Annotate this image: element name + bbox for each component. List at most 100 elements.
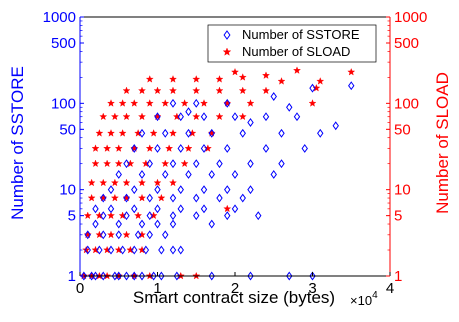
point-sload bbox=[99, 178, 108, 187]
point-sload bbox=[316, 77, 325, 85]
point-sload bbox=[122, 230, 131, 239]
point-sstore bbox=[200, 112, 208, 122]
point-sstore bbox=[193, 159, 200, 169]
point-sstore bbox=[146, 193, 153, 203]
point-sstore bbox=[100, 271, 107, 281]
point-sstore bbox=[224, 211, 231, 221]
point-sstore bbox=[262, 144, 270, 153]
point-sstore bbox=[301, 144, 308, 153]
point-sstore bbox=[123, 211, 130, 221]
point-sstore bbox=[123, 193, 130, 203]
point-sload bbox=[130, 144, 139, 152]
left-y-tick-label: 500 bbox=[51, 35, 76, 52]
point-sload bbox=[153, 86, 162, 95]
point-sstore bbox=[255, 211, 262, 221]
point-sstore bbox=[142, 245, 150, 255]
point-sload bbox=[238, 73, 247, 81]
point-sstore bbox=[158, 271, 165, 281]
legend-star-marker bbox=[222, 47, 232, 56]
point-sload bbox=[145, 75, 154, 83]
point-sstore bbox=[309, 271, 316, 281]
legend: Number of SSTORE Number of SLOAD bbox=[207, 24, 377, 63]
legend-diamond-marker bbox=[223, 30, 231, 40]
point-sstore bbox=[177, 245, 184, 255]
point-sstore bbox=[100, 193, 107, 203]
point-sstore bbox=[92, 204, 99, 214]
point-sload bbox=[114, 159, 123, 168]
point-sstore bbox=[84, 230, 91, 240]
point-sstore bbox=[208, 271, 215, 281]
point-sstore bbox=[185, 128, 192, 138]
point-sstore bbox=[154, 219, 161, 229]
x-tick-label: 4 bbox=[386, 280, 394, 297]
point-sload bbox=[180, 159, 189, 168]
point-sload bbox=[192, 112, 201, 121]
point-sload bbox=[169, 129, 177, 137]
point-sload bbox=[122, 112, 131, 121]
point-sload bbox=[103, 159, 112, 168]
point-sload bbox=[114, 144, 123, 152]
point-sload bbox=[231, 67, 239, 76]
point-sload bbox=[134, 211, 143, 220]
point-sload bbox=[122, 86, 131, 95]
legend-box bbox=[207, 24, 377, 63]
point-sstore bbox=[146, 230, 153, 240]
point-sstore bbox=[150, 271, 157, 281]
point-sload bbox=[161, 159, 170, 168]
point-sload bbox=[262, 71, 270, 79]
point-sstore bbox=[123, 159, 130, 169]
point-sload bbox=[122, 178, 131, 187]
point-sstore bbox=[231, 204, 239, 214]
point-sstore bbox=[278, 159, 285, 169]
point-sstore bbox=[317, 128, 324, 138]
point-sload bbox=[165, 144, 174, 152]
point-sstore bbox=[177, 185, 184, 195]
x-tick-label: 0 bbox=[76, 280, 84, 297]
point-sload bbox=[122, 193, 131, 202]
point-sstore bbox=[286, 102, 293, 112]
point-sstore bbox=[239, 128, 246, 138]
point-sload bbox=[153, 178, 162, 187]
point-sstore bbox=[162, 230, 169, 240]
point-sstore bbox=[169, 211, 177, 221]
point-sstore bbox=[185, 170, 192, 179]
point-sstore bbox=[169, 245, 177, 255]
point-sload bbox=[91, 159, 100, 168]
point-sload bbox=[180, 99, 189, 107]
point-sstore bbox=[119, 245, 126, 255]
left-y-tick-label: 100 bbox=[51, 95, 76, 112]
point-sstore bbox=[131, 144, 138, 153]
point-sload bbox=[157, 193, 166, 202]
point-sstore bbox=[278, 128, 285, 138]
point-sload bbox=[184, 144, 193, 152]
point-sload bbox=[207, 129, 216, 137]
point-sstore bbox=[208, 128, 215, 138]
x-tick-label: 2 bbox=[231, 280, 239, 297]
point-sstore bbox=[100, 211, 107, 221]
point-sload bbox=[107, 99, 115, 107]
point-sload bbox=[107, 230, 115, 239]
point-sstore bbox=[131, 271, 138, 281]
point-sstore bbox=[173, 271, 181, 281]
point-sstore bbox=[96, 245, 103, 255]
point-sload bbox=[238, 112, 247, 121]
point-sload bbox=[246, 99, 255, 107]
x-axis-title: Smart contract size (bytes) bbox=[133, 288, 335, 307]
point-sload bbox=[118, 99, 127, 107]
x-tick-label: 3 bbox=[308, 280, 316, 297]
point-sload bbox=[99, 112, 108, 121]
point-sload bbox=[83, 211, 92, 220]
point-sstore bbox=[216, 159, 223, 169]
point-sload bbox=[91, 144, 100, 152]
right-axis-title: Number of SLOAD bbox=[433, 72, 452, 214]
left-y-tick-label: 50 bbox=[59, 121, 76, 138]
point-sstore bbox=[154, 185, 161, 195]
point-sstore bbox=[134, 230, 142, 240]
point-sstore bbox=[100, 230, 107, 240]
point-sstore bbox=[107, 204, 115, 214]
point-sstore bbox=[309, 83, 316, 93]
point-sstore bbox=[270, 92, 277, 101]
point-sstore bbox=[348, 81, 355, 91]
point-sload bbox=[169, 75, 177, 83]
